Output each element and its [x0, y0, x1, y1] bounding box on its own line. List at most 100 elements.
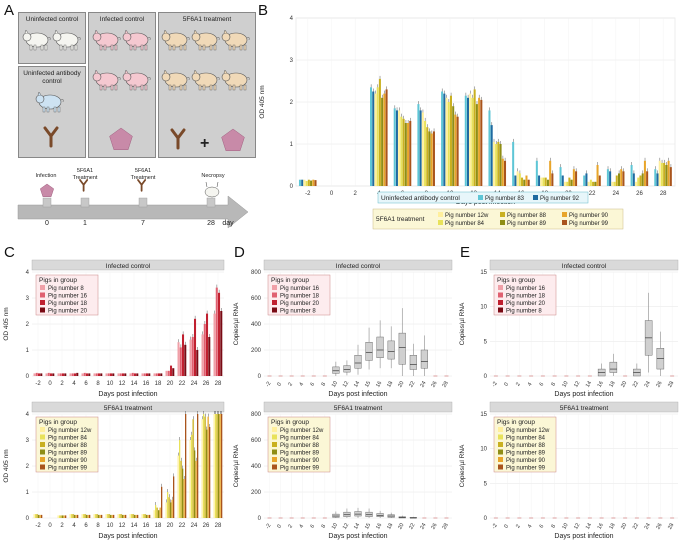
x-tick-label: 28: [667, 380, 675, 388]
bar: [660, 162, 663, 186]
x-tick-label: 26: [430, 380, 438, 388]
panel-label-b: B: [258, 2, 269, 19]
bar: [95, 514, 97, 518]
y-tick-label: 15: [480, 412, 487, 418]
bar: [495, 144, 498, 186]
legend-swatch: [498, 434, 503, 440]
bar: [303, 179, 306, 186]
y-tick-label: 1: [290, 142, 294, 148]
box: [332, 366, 340, 374]
legend-label: Pig number 89: [280, 451, 320, 457]
bar: [88, 373, 91, 376]
legend-box: [35, 274, 99, 316]
y-tick-label: 3: [290, 58, 294, 64]
x-tick-label: 6: [84, 523, 88, 529]
bar: [33, 514, 35, 518]
legend-box: [372, 208, 624, 230]
box: [398, 332, 406, 365]
bar: [514, 175, 517, 186]
bar: [307, 179, 310, 186]
x-tick-label: -2: [491, 523, 499, 530]
x-tick-label: 18: [608, 522, 616, 530]
bar: [93, 514, 95, 518]
timeline-unit: day: [222, 220, 234, 227]
bar: [428, 131, 431, 186]
x-tick-label: 28: [215, 381, 222, 387]
y-tick-label: 5: [484, 339, 488, 345]
legend-swatch: [40, 300, 45, 305]
bar: [575, 171, 578, 186]
x-tick-label: 18: [155, 523, 162, 529]
bar: [549, 160, 552, 186]
x-tick-label: -2: [35, 381, 41, 387]
y-axis-label: OD 405 nm: [3, 307, 10, 340]
group-title: Uninfected antibody control: [23, 70, 81, 85]
bar: [426, 127, 429, 186]
x-tick-label: 12: [119, 381, 126, 387]
legend-swatch: [40, 307, 45, 313]
bar: [108, 514, 110, 518]
bar: [663, 162, 666, 186]
x-tick-label: 16: [375, 380, 383, 388]
bar: [183, 479, 185, 518]
x-tick-label: 14: [585, 522, 593, 530]
bar: [38, 514, 40, 518]
bar: [146, 373, 149, 376]
x-tick-label: 2: [60, 523, 64, 529]
legend-label: Pig number 18: [48, 301, 88, 307]
x-tick-label: 24: [612, 191, 619, 197]
x-tick-label: -2: [491, 381, 499, 388]
legend-swatch: [498, 442, 503, 447]
bar: [117, 514, 119, 518]
bar: [521, 177, 524, 186]
panel-label-e: E: [460, 244, 471, 261]
legend-label: Pig number 88: [507, 213, 547, 219]
bar: [111, 514, 113, 518]
bar: [177, 455, 179, 518]
bar: [656, 173, 659, 186]
legend-title: Pigs in group: [497, 419, 535, 426]
x-tick-label: 4: [72, 381, 76, 387]
x-tick-label: 8: [96, 381, 100, 387]
legend-swatch: [40, 285, 45, 290]
bar: [430, 133, 433, 186]
bar: [540, 177, 543, 186]
bar: [124, 373, 127, 376]
legend-swatch: [40, 457, 45, 462]
y-tick-label: 0: [484, 516, 488, 522]
pig-legs: [205, 181, 219, 188]
legend-swatch: [498, 427, 503, 432]
x-tick-label: 12: [573, 522, 581, 530]
bar: [132, 514, 134, 518]
bar: [184, 344, 187, 376]
x-axis-label: Days post infection: [98, 533, 157, 540]
x-axis-label: Days post infection: [98, 391, 157, 398]
bar: [99, 514, 101, 518]
group-title: 5F6A1 treatment: [182, 16, 232, 23]
bar: [665, 165, 668, 186]
legend-label: Pig number 88: [280, 443, 320, 449]
x-tick-label: 28: [667, 522, 675, 530]
legend-label: Pig number 16: [280, 286, 320, 292]
y-tick-label: 0: [258, 516, 262, 522]
bar: [57, 373, 60, 376]
bar: [615, 175, 618, 186]
bar: [305, 180, 308, 186]
bar: [312, 179, 315, 186]
legend-swatch: [498, 449, 503, 455]
x-tick-label: 10: [561, 522, 569, 530]
x-tick-label: 22: [408, 380, 416, 388]
bar: [402, 118, 405, 186]
bar: [201, 334, 204, 376]
x-tick-label: 8: [321, 524, 328, 530]
bar: [512, 141, 515, 186]
bar: [654, 169, 657, 186]
y-tick-label: 3: [26, 438, 30, 444]
bar: [74, 514, 76, 518]
bar: [447, 102, 450, 186]
bar: [551, 173, 554, 186]
facet-strip: [263, 401, 453, 413]
legend-label: Pig number 83: [485, 196, 525, 202]
